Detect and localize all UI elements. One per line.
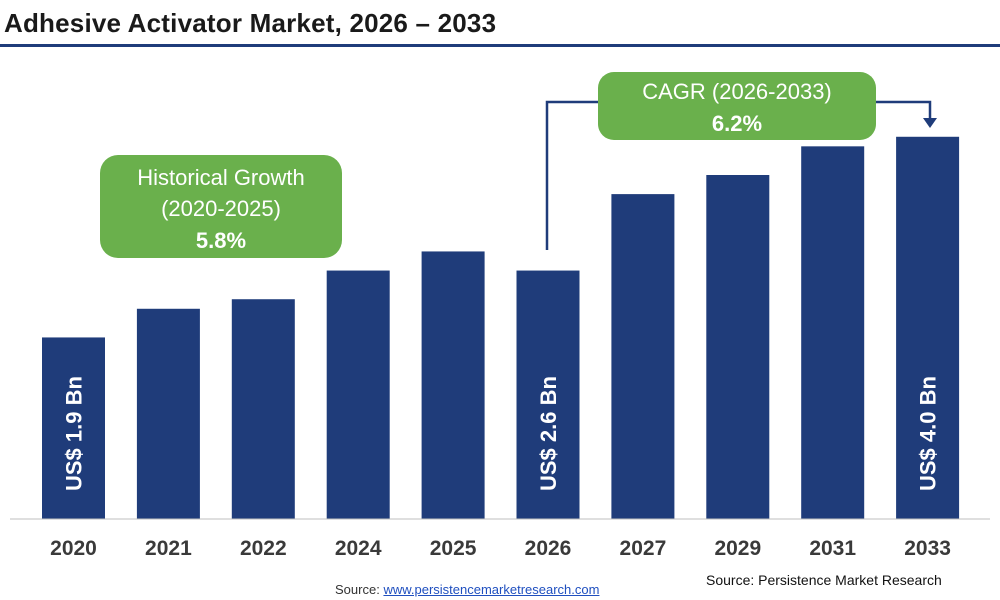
x-tick-2026: 2026 <box>525 537 572 560</box>
bar-2027 <box>611 194 675 519</box>
x-tick-labels: 2020 2021 2022 2024 2025 2026 2027 2029 2031 2033 <box>50 537 951 560</box>
x-tick-2025: 2025 <box>430 537 477 560</box>
source-footnote: Source: www.persistencemarketresearch.co… <box>335 582 599 597</box>
x-tick-2024: 2024 <box>335 537 382 560</box>
title-underline <box>0 44 1000 47</box>
bar-2021 <box>136 308 200 519</box>
x-tick-2027: 2027 <box>620 537 667 560</box>
historical-callout-value: 5.8% <box>196 228 246 253</box>
bar-2022 <box>231 299 295 519</box>
x-tick-2033: 2033 <box>904 537 951 560</box>
source-link[interactable]: www.persistencemarketresearch.com <box>383 582 600 597</box>
bar-2025 <box>421 251 485 519</box>
bar-2031 <box>801 146 865 520</box>
historical-callout-box <box>100 155 342 258</box>
historical-callout-line2: (2020-2025) <box>161 196 281 221</box>
bar-value-labels: US$ 1.9 Bn US$ 2.6 Bn US$ 4.0 Bn <box>62 376 941 491</box>
historical-callout: Historical Growth (2020-2025) 5.8% <box>100 155 342 258</box>
bars-group <box>42 136 960 520</box>
cagr-callout-value: 6.2% <box>712 111 762 136</box>
x-tick-2031: 2031 <box>809 537 856 560</box>
chart-title: Adhesive Activator Market, 2026 – 2033 <box>4 8 497 38</box>
bar-2024 <box>326 270 390 519</box>
bar-2026 <box>516 270 580 519</box>
cagr-callout-box <box>598 72 876 140</box>
source-credit: Source: Persistence Market Research <box>706 572 942 588</box>
x-tick-2022: 2022 <box>240 537 287 560</box>
bar-2020 <box>42 337 105 519</box>
bar-value-label-2026: US$ 2.6 Bn <box>536 376 561 491</box>
bar-2029 <box>706 175 770 519</box>
source-label: Source: <box>335 582 380 597</box>
cagr-callout-line1: CAGR (2026-2033) <box>642 79 832 104</box>
x-tick-2029: 2029 <box>714 537 761 560</box>
x-tick-2020: 2020 <box>50 537 97 560</box>
bar-value-label-2020: US$ 1.9 Bn <box>62 376 87 491</box>
x-tick-2021: 2021 <box>145 537 192 560</box>
bar-value-label-2033: US$ 4.0 Bn <box>916 376 941 491</box>
bar-2033 <box>896 136 960 519</box>
cagr-arrowhead <box>923 118 937 128</box>
cagr-callout: CAGR (2026-2033) 6.2% <box>598 72 876 140</box>
historical-callout-line1: Historical Growth <box>137 165 304 190</box>
